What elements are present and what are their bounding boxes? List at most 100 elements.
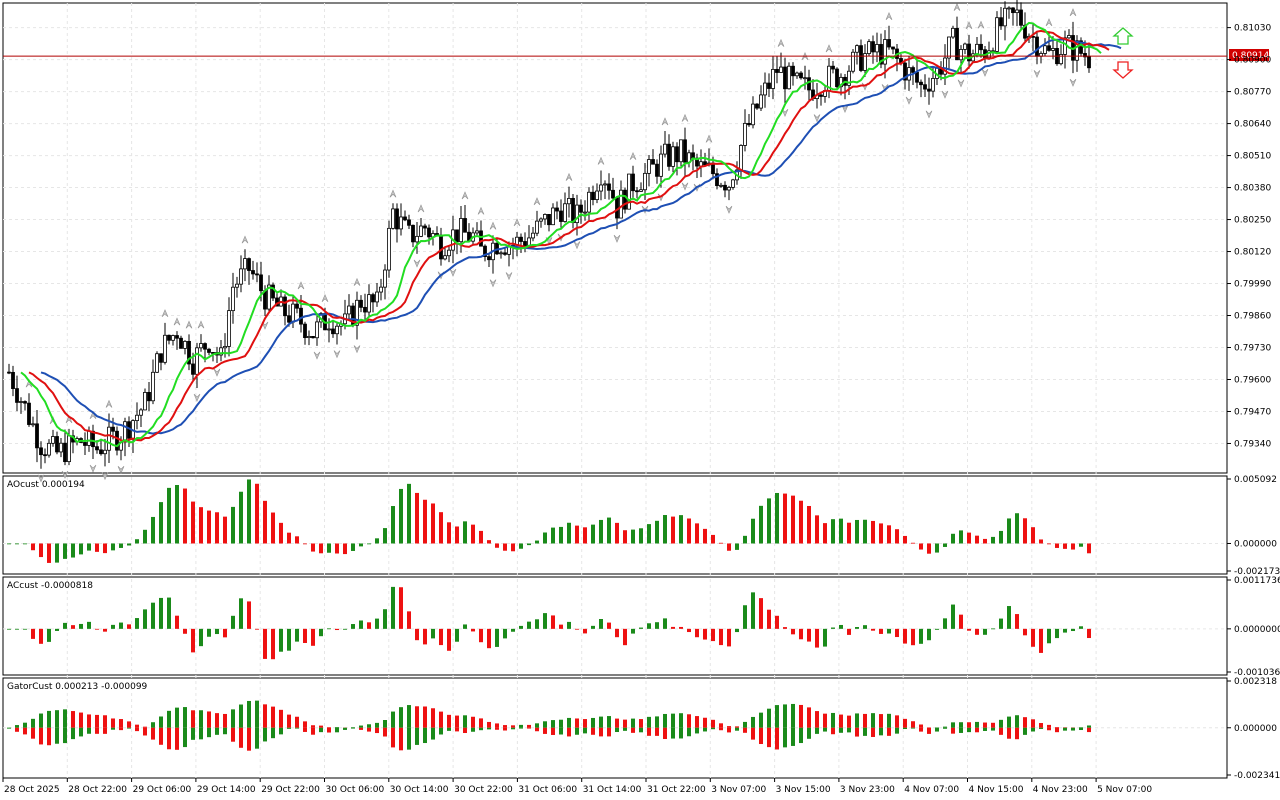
- gator-upper-bar: [439, 711, 443, 728]
- fractal-up-icon: [25, 379, 33, 388]
- ao-bar: [783, 493, 787, 544]
- gator-upper-bar: [287, 714, 291, 728]
- candle: [967, 34, 971, 69]
- candle: [383, 264, 387, 300]
- ac-bar: [759, 598, 763, 629]
- ao-bar: [431, 503, 435, 544]
- ac-panel[interactable]: [2, 576, 1228, 676]
- gator-lower-bar: [183, 727, 187, 748]
- candle: [519, 233, 523, 254]
- candle: [403, 210, 407, 222]
- candle: [367, 284, 371, 317]
- gator-lower-bar: [535, 727, 539, 732]
- candle: [851, 49, 855, 74]
- ac-bar: [839, 624, 843, 629]
- gator-lower-bar: [575, 727, 579, 735]
- candle: [719, 182, 723, 188]
- ac-bar: [775, 615, 779, 629]
- candle: [963, 42, 967, 55]
- gator-upper-bar: [31, 718, 35, 728]
- candle: [831, 61, 835, 74]
- candle: [219, 340, 223, 362]
- gator-lower-bar: [871, 727, 875, 737]
- ac-bar: [79, 623, 83, 629]
- ac-bar: [751, 592, 755, 629]
- ao-bar: [647, 524, 651, 544]
- ao-bar: [807, 505, 811, 544]
- candle: [559, 199, 563, 228]
- gator-lower-bar: [135, 727, 139, 732]
- gator-lower-bar: [119, 727, 123, 731]
- gator-upper-bar: [447, 714, 451, 728]
- gator-lower-bar: [743, 727, 747, 733]
- gator-lower-bar: [583, 727, 587, 734]
- ac-bar: [431, 628, 435, 639]
- ao-bar: [791, 495, 795, 544]
- candle: [163, 322, 167, 365]
- ao-bar: [175, 485, 179, 544]
- ac-bar: [1063, 628, 1067, 633]
- ao-bar: [319, 543, 323, 554]
- fractal-up-icon: [533, 197, 541, 206]
- price-tick-label: 0.79860: [1234, 312, 1271, 322]
- gator-lower-bar: [39, 727, 43, 745]
- gator-upper-bar: [815, 711, 819, 728]
- ao-bar: [87, 543, 91, 551]
- candle: [979, 34, 983, 58]
- gator-lower-bar: [711, 727, 715, 730]
- candle: [959, 45, 963, 74]
- fractal-up-icon: [825, 44, 833, 53]
- ac-bar: [415, 628, 419, 641]
- gator-lower-bar: [951, 727, 955, 734]
- gator-upper-bar: [711, 719, 715, 728]
- candle: [475, 222, 479, 236]
- ac-bar: [271, 628, 275, 660]
- ao-bar: [23, 543, 27, 545]
- candle: [751, 96, 755, 129]
- candle: [447, 245, 451, 263]
- candle: [903, 58, 907, 90]
- gator-upper-bar: [175, 707, 179, 728]
- buy-arrow-icon: [1112, 27, 1134, 45]
- ac-bar: [47, 628, 51, 642]
- fractal-down-icon: [781, 108, 789, 117]
- gator-lower-bar: [415, 727, 419, 745]
- price-tick-label: 0.80510: [1234, 152, 1271, 162]
- gator-upper-bar: [783, 704, 787, 728]
- ao-bar: [639, 528, 643, 544]
- ac-bar: [87, 621, 91, 629]
- candle: [375, 283, 379, 307]
- gator-lower-bar: [199, 727, 203, 740]
- ao-bar: [935, 543, 939, 553]
- gator-upper-bar: [455, 715, 459, 728]
- indicator-tick-label: 0.0000000: [1234, 625, 1280, 635]
- gator-lower-bar: [471, 727, 475, 732]
- gator-upper-bar: [1031, 719, 1035, 728]
- indicator-tick-label: -0.0010366: [1234, 668, 1280, 678]
- candle: [171, 334, 175, 346]
- ac-bar: [671, 626, 675, 629]
- ac-bar: [135, 618, 139, 629]
- gator-upper-bar: [599, 716, 603, 728]
- gator-lower-bar: [839, 727, 843, 733]
- gator-lower-bar: [159, 727, 163, 745]
- ac-bar: [247, 601, 251, 629]
- ao-bar: [583, 527, 587, 544]
- candle: [631, 165, 635, 200]
- ac-bar: [215, 628, 219, 635]
- candle: [15, 375, 19, 412]
- ao-bar: [247, 479, 251, 544]
- ac-bar: [279, 628, 283, 652]
- gator-lower-bar: [303, 727, 307, 732]
- candle: [391, 203, 395, 230]
- gator-lower-bar: [799, 727, 803, 744]
- gator-lower-bar: [695, 727, 699, 734]
- ao-bar: [991, 536, 995, 544]
- ao-bar: [743, 535, 747, 544]
- ac-bar: [151, 602, 155, 629]
- gator-upper-bar: [999, 719, 1003, 728]
- ac-bar: [655, 622, 659, 629]
- candle: [771, 56, 775, 100]
- indicator-tick-label: -0.002341: [1234, 771, 1280, 781]
